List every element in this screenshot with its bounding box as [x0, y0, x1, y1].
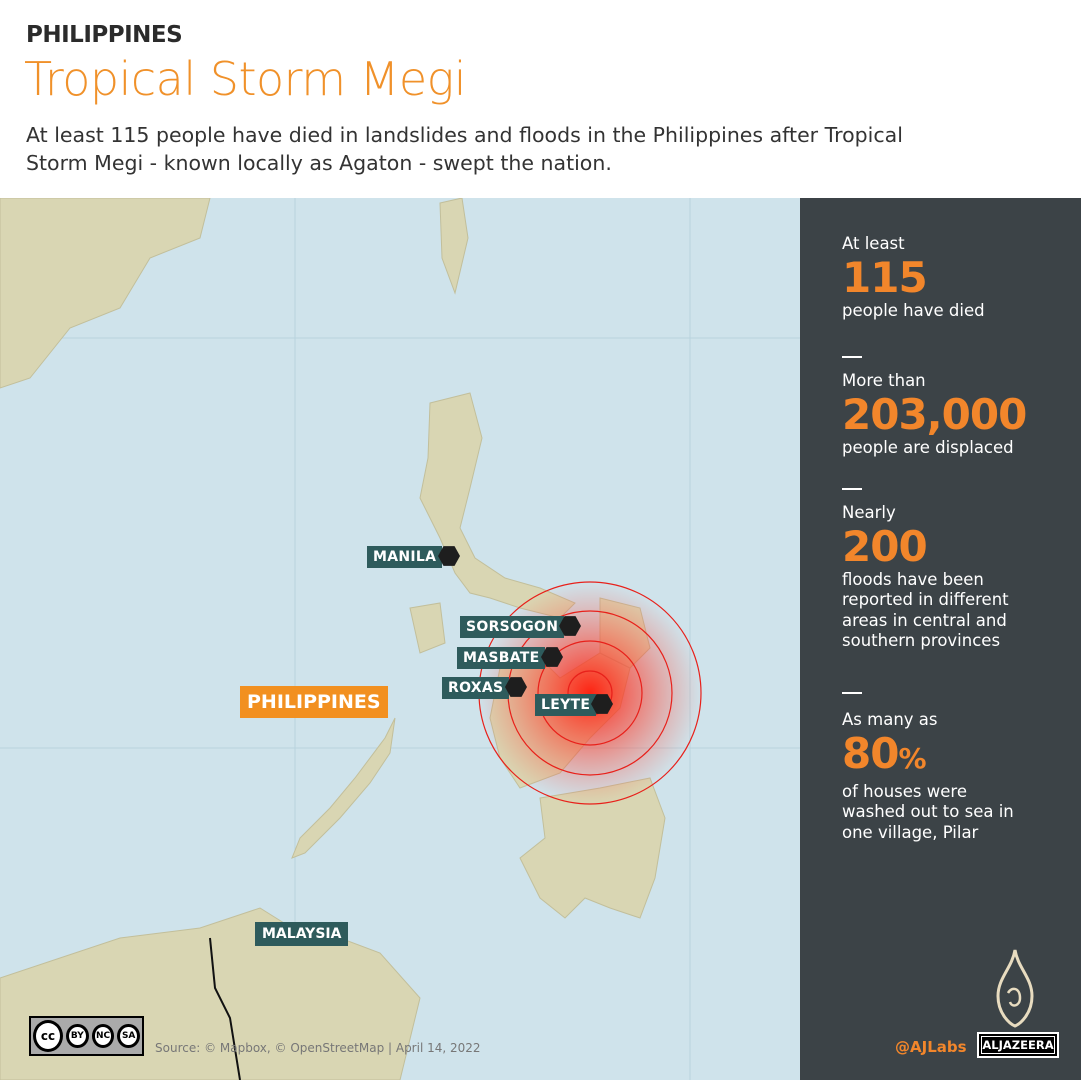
- stat-floods: Nearly 200 floods have been reported in …: [842, 503, 1032, 652]
- divider: [842, 692, 862, 694]
- roxas-marker-icon: [505, 677, 527, 697]
- stat-post: of houses were washed out to sea in one …: [842, 781, 1014, 842]
- sorsogon-marker-icon: [559, 616, 581, 636]
- place-label-manila: MANILA: [367, 546, 443, 568]
- neighbor-label: MALAYSIA: [255, 922, 349, 946]
- stat-pre: As many as: [842, 710, 938, 729]
- stat-number: 200: [842, 521, 928, 571]
- palawan-land: [291, 717, 396, 859]
- place-label-roxas: ROXAS: [442, 677, 510, 699]
- kicker: PHILIPPINES: [26, 22, 183, 48]
- stat-number: 115: [842, 252, 928, 302]
- manila-marker-icon: [438, 546, 460, 566]
- stat-displaced: More than 203,000 people are displaced: [842, 371, 1062, 458]
- cc-license-badge[interactable]: cc BY NC SA: [29, 1016, 144, 1056]
- stat-number: 80%: [842, 728, 1022, 782]
- page-title: Tropical Storm Megi: [24, 52, 467, 106]
- china-land: [0, 198, 211, 389]
- stat-pre: More than: [842, 371, 926, 390]
- stat-pre: At least: [842, 234, 905, 253]
- mindoro-land: [409, 602, 446, 654]
- aljazeera-logo: ALJAZEERA: [977, 1032, 1059, 1058]
- stat-post: floods have been reported in different a…: [842, 569, 1009, 651]
- stat-pre: Nearly: [842, 503, 896, 522]
- source-note: Source: © Mapbox, © OpenStreetMap | Apri…: [155, 1041, 481, 1055]
- country-label: PHILIPPINES: [240, 686, 388, 718]
- masbate-marker-icon: [541, 647, 563, 667]
- stats-panel: At least 115 people have died More than …: [800, 198, 1081, 1080]
- storm-ring: [537, 640, 643, 746]
- subtitle: At least 115 people have died in landsli…: [26, 123, 903, 175]
- stat-houses: As many as 80% of houses were washed out…: [842, 710, 1022, 843]
- divider: [842, 488, 862, 490]
- stat-post: people have died: [842, 300, 985, 320]
- place-label-sorsogon: SORSOGON: [460, 616, 565, 638]
- nc-icon: NC: [91, 1024, 115, 1048]
- stat-unit: %: [898, 741, 926, 775]
- aljazeera-emblem-icon: [996, 949, 1034, 1028]
- place-label-leyte: LEYTE: [535, 694, 597, 716]
- ajlabs-handle[interactable]: @AJLabs: [895, 1038, 967, 1056]
- stat-value: 80: [842, 728, 899, 778]
- taiwan-land: [439, 198, 469, 295]
- brand-text: ALJAZEERA: [982, 1037, 1054, 1053]
- luzon-land: [419, 392, 576, 619]
- stat-post: people are displaced: [842, 437, 1014, 457]
- cc-icon: cc: [33, 1020, 64, 1052]
- map-base: [0, 198, 800, 1080]
- place-label-masbate: MASBATE: [457, 647, 546, 669]
- by-icon: BY: [66, 1024, 89, 1048]
- leyte-marker-icon: [591, 694, 613, 714]
- stat-deaths: At least 115 people have died: [842, 234, 985, 321]
- map: MANILA SORSOGON MASBATE ROXAS LEYTE: [0, 198, 800, 1080]
- stat-number: 203,000: [842, 389, 1027, 439]
- divider: [842, 356, 862, 358]
- sa-icon: SA: [117, 1024, 141, 1048]
